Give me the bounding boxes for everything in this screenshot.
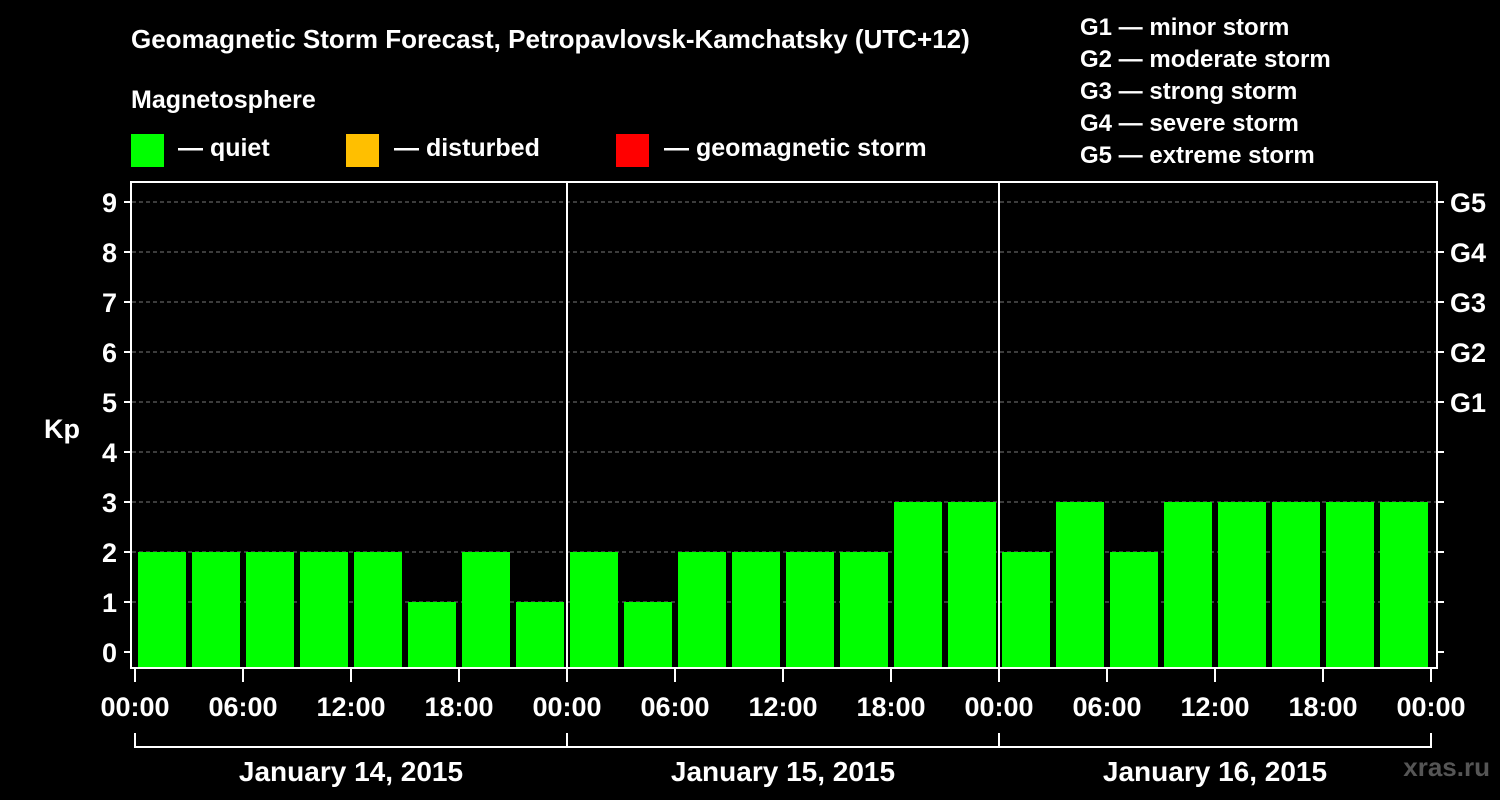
x-tick-label-8: 00:00 [964, 692, 1033, 722]
bar-10 [624, 602, 672, 667]
y-tick-label-4: 4 [102, 438, 117, 468]
bar-4 [300, 552, 348, 667]
legend-label-storm: — geomagnetic storm [664, 134, 927, 162]
x-tick-label-11: 18:00 [1288, 692, 1357, 722]
storm-scale-g3: G3 — strong storm [1080, 78, 1298, 105]
x-tick-label-7: 18:00 [856, 692, 925, 722]
bar-1 [138, 552, 186, 667]
day-label-2: January 15, 2015 [671, 756, 895, 787]
legend-label-quiet: — quiet [178, 134, 270, 162]
x-tick-label-5: 06:00 [640, 692, 709, 722]
watermark: xras.ru [1403, 752, 1490, 782]
bar-14 [840, 552, 888, 667]
day-label-3: January 16, 2015 [1103, 756, 1327, 787]
bar-16 [948, 502, 996, 667]
bar-3 [246, 552, 294, 667]
y-tick-label-8: 8 [102, 238, 117, 268]
bar-11 [678, 552, 726, 667]
storm-scale-g4: G4 — severe storm [1080, 110, 1299, 137]
bar-13 [786, 552, 834, 667]
legend-swatch-disturbed [346, 134, 379, 167]
storm-scale-g2: G2 — moderate storm [1080, 46, 1331, 73]
bar-15 [894, 502, 942, 667]
right-axis-label-g3: G3 [1450, 288, 1486, 318]
bar-20 [1164, 502, 1212, 667]
x-tick-label-12: 00:00 [1396, 692, 1465, 722]
y-tick-label-6: 6 [102, 338, 117, 368]
legend-swatch-storm [616, 134, 649, 167]
bar-8 [516, 602, 564, 667]
x-tick-label-4: 00:00 [532, 692, 601, 722]
y-tick-label-9: 9 [102, 188, 117, 218]
bar-12 [732, 552, 780, 667]
bar-9 [570, 552, 618, 667]
bar-7 [462, 552, 510, 667]
bar-17 [1002, 552, 1050, 667]
bar-21 [1218, 502, 1266, 667]
y-tick-label-5: 5 [102, 388, 117, 418]
y-tick-label-0: 0 [102, 638, 117, 668]
bar-19 [1110, 552, 1158, 667]
storm-scale-g5: G5 — extreme storm [1080, 142, 1315, 169]
x-tick-label-1: 06:00 [208, 692, 277, 722]
bar-2 [192, 552, 240, 667]
x-tick-label-9: 06:00 [1072, 692, 1141, 722]
right-axis-label-g5: G5 [1450, 188, 1486, 218]
storm-scale-g1: G1 — minor storm [1080, 14, 1290, 41]
x-tick-label-3: 18:00 [424, 692, 493, 722]
bar-5 [354, 552, 402, 667]
y-axis-label: Kp [44, 414, 80, 444]
legend-heading: Magnetosphere [131, 86, 316, 114]
y-tick-label-7: 7 [102, 288, 117, 318]
bar-22 [1272, 502, 1320, 667]
bar-18 [1056, 502, 1104, 667]
y-tick-label-1: 1 [102, 588, 117, 618]
bar-23 [1326, 502, 1374, 667]
bar-6 [408, 602, 456, 667]
right-axis-label-g1: G1 [1450, 388, 1486, 418]
x-tick-label-10: 12:00 [1180, 692, 1249, 722]
x-tick-label-2: 12:00 [316, 692, 385, 722]
day-label-1: January 14, 2015 [239, 756, 463, 787]
y-tick-label-2: 2 [102, 538, 117, 568]
legend-label-disturbed: — disturbed [394, 134, 540, 162]
right-axis-label-g2: G2 [1450, 338, 1486, 368]
right-axis-label-g4: G4 [1450, 238, 1486, 268]
bar-24 [1380, 502, 1428, 667]
y-tick-label-3: 3 [102, 488, 117, 518]
legend-swatch-quiet [131, 134, 164, 167]
chart-title: Geomagnetic Storm Forecast, Petropavlovs… [131, 24, 970, 54]
x-tick-label-6: 12:00 [748, 692, 817, 722]
x-tick-label-0: 00:00 [100, 692, 169, 722]
